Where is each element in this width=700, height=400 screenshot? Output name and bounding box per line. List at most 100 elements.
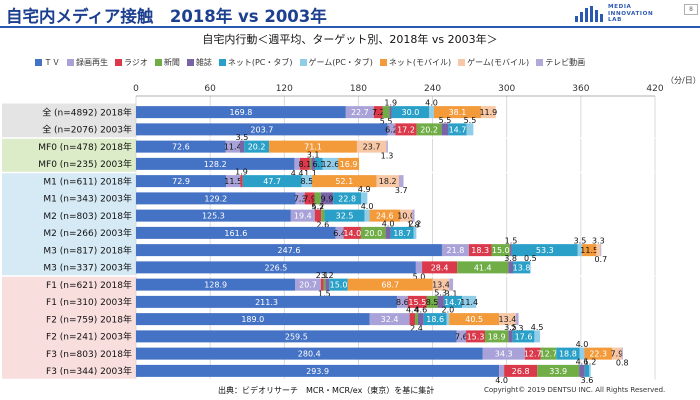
data-label: 161.6	[224, 229, 247, 238]
x-tick-label: 0	[133, 84, 139, 94]
bar-segment	[387, 123, 396, 136]
row-label: F1 (n=621) 2018年	[46, 279, 132, 291]
legend-label: テレビ動画	[545, 57, 586, 67]
data-label: 0.8	[616, 359, 629, 368]
bar-segment	[596, 244, 601, 257]
row-label: F3 (n=344) 2003年	[46, 365, 132, 377]
bar-segment	[301, 175, 313, 188]
data-label: 6.1	[312, 160, 325, 169]
data-label: 293.9	[306, 367, 329, 376]
row-label: M1 (n=343) 2003年	[43, 193, 132, 205]
bar-segment	[422, 261, 458, 274]
data-label: 47.7	[263, 177, 281, 186]
legend-label: ネット(モバイル)	[388, 57, 452, 67]
bar-segment	[577, 244, 583, 257]
bar-segment	[584, 347, 612, 360]
legend-item: ゲーム(モバイル)	[458, 57, 529, 68]
data-label: 3.5	[236, 133, 249, 142]
row-group-background	[2, 172, 136, 276]
chart-unit: （分/日）	[666, 76, 700, 85]
data-label: 6.4	[333, 229, 346, 238]
data-label: 38.1	[449, 108, 467, 117]
legend-label: ネット(PC・タブ)	[227, 57, 293, 67]
data-label: 13.4	[499, 315, 517, 324]
data-label: 280.4	[298, 350, 321, 359]
data-label: 22.3	[589, 350, 607, 359]
row-label: 全 (n=4892) 2018年	[42, 106, 132, 118]
data-label: 4.6	[414, 306, 427, 315]
legend-item: ネット(モバイル)	[379, 57, 452, 68]
bar-segment	[390, 226, 414, 239]
data-label: 13.4	[432, 281, 450, 290]
bar-segment	[136, 313, 370, 326]
bar-segment	[448, 123, 467, 136]
legend-swatch	[67, 58, 74, 66]
bar-segment	[457, 261, 509, 274]
bar-segment	[423, 313, 447, 326]
bar-segment	[530, 261, 531, 274]
bar-segment	[321, 209, 325, 222]
row-group-background	[2, 103, 136, 138]
bar-segment	[320, 278, 324, 291]
legend-item: ＴＶ	[35, 57, 60, 68]
data-label: 1.9	[384, 99, 397, 108]
data-label: 28.4	[431, 263, 449, 272]
bar-segment	[466, 330, 485, 343]
data-label: 5.3	[434, 288, 447, 297]
data-label: 1.5	[505, 237, 518, 246]
data-label: 12.7	[524, 350, 542, 359]
bar-segment	[621, 347, 623, 360]
legend-label: ＴＶ	[44, 57, 60, 67]
row-label: MF0 (n=235) 2003年	[38, 158, 132, 170]
logo-line: LAB	[608, 17, 622, 24]
bar-segment	[136, 175, 227, 188]
bar-segment	[311, 157, 316, 170]
row-label: MF0 (n=478) 2018年	[38, 141, 132, 153]
data-label: 32.5	[336, 212, 354, 221]
data-label: 0.7	[594, 255, 607, 264]
data-label: 18.2	[379, 177, 397, 186]
bar-segment	[515, 313, 519, 326]
bar-segment	[417, 313, 424, 326]
row-label: M3 (n=337) 2003年	[43, 262, 132, 274]
bar-segment	[136, 123, 388, 136]
data-label: 0.5	[524, 254, 537, 263]
data-label: 12.7	[540, 350, 558, 359]
bar-segment	[136, 106, 346, 119]
data-label: 226.5	[264, 263, 287, 272]
bar-segment	[136, 140, 226, 153]
x-tick-label: 180	[350, 84, 367, 94]
x-tick-label: 240	[424, 84, 441, 94]
legend-swatch	[218, 58, 226, 66]
data-label: 15.0	[330, 281, 348, 290]
legend-swatch	[154, 58, 162, 66]
legend-swatch	[115, 58, 122, 66]
bar-segment	[416, 123, 442, 136]
data-label: 3.3	[592, 237, 605, 246]
bar-segment	[579, 364, 585, 377]
data-label: 3.8	[504, 254, 517, 263]
data-label: 21.8	[447, 246, 465, 255]
bar-segment	[582, 244, 597, 257]
bar-segment	[395, 123, 417, 136]
bar-segment	[376, 175, 399, 188]
bar-segment	[484, 330, 509, 343]
data-label: 259.5	[285, 332, 308, 341]
data-label: 17.6	[515, 332, 533, 341]
bar-segment	[589, 364, 591, 377]
bar-segment	[385, 226, 391, 239]
bar-segment	[391, 106, 429, 119]
bar-segment	[309, 157, 312, 170]
data-label: 2.2	[409, 219, 422, 228]
bar-segment	[225, 140, 240, 153]
bar-segment	[136, 244, 442, 257]
data-label: 5.0	[413, 272, 426, 281]
data-label: 14.7	[449, 125, 467, 134]
legend-swatch	[536, 58, 544, 66]
header-divider	[0, 26, 700, 28]
x-tick-label: 420	[646, 84, 663, 94]
data-label: 41.4	[474, 263, 492, 272]
data-label: 15.5	[408, 298, 426, 307]
